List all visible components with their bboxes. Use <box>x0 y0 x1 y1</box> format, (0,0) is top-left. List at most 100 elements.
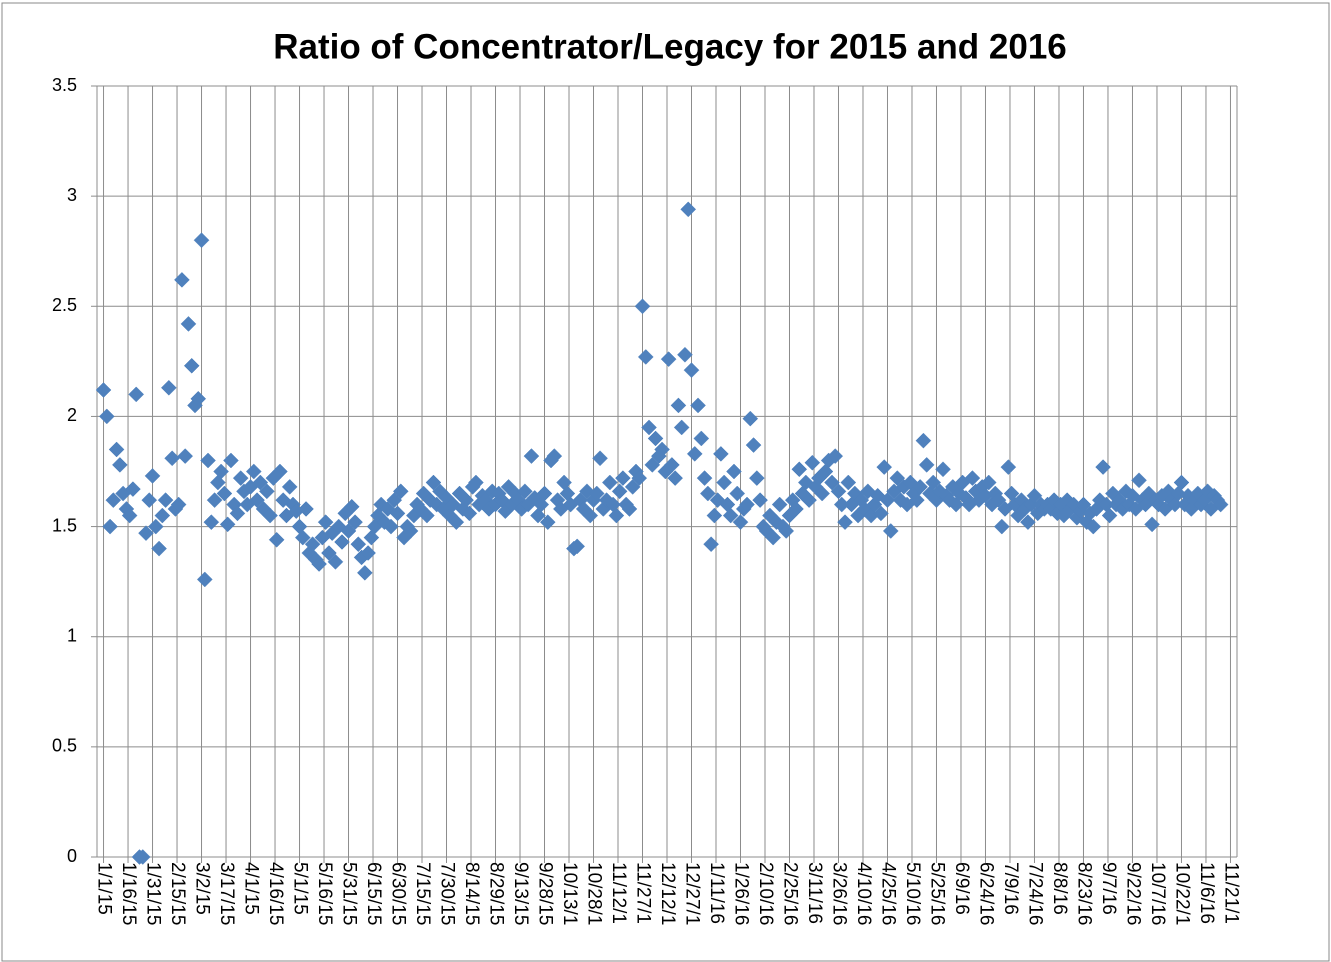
point <box>788 501 804 517</box>
point <box>837 514 853 531</box>
chart-title: Ratio of Concentrator/Legacy for 2015 an… <box>273 27 1067 66</box>
point <box>703 536 719 553</box>
point <box>125 481 141 497</box>
point <box>203 514 220 531</box>
point <box>873 505 889 522</box>
x-tick-label: 1/1/15 <box>94 862 115 915</box>
x-tick-label: 10/22/1 <box>1171 862 1192 925</box>
point <box>980 474 997 491</box>
point <box>317 514 334 531</box>
point <box>229 505 246 522</box>
point <box>196 571 213 588</box>
x-tick-label: 8/23/16 <box>1073 862 1094 925</box>
x-tick-label: 4/1/15 <box>241 862 262 915</box>
point <box>641 419 657 436</box>
point <box>742 410 759 427</box>
point <box>1101 507 1118 524</box>
point <box>791 461 808 478</box>
point <box>677 346 693 363</box>
point <box>190 390 207 407</box>
point <box>200 452 216 469</box>
x-tick-label: 1/11/16 <box>706 862 727 924</box>
y-tick-label: 2.5 <box>52 295 77 315</box>
x-tick-label: 8/8/16 <box>1049 862 1070 915</box>
point <box>245 463 262 480</box>
point <box>272 463 288 480</box>
point <box>347 514 363 531</box>
point <box>582 507 599 524</box>
point <box>356 564 373 581</box>
x-tick-label: 6/24/16 <box>975 862 996 925</box>
point <box>569 538 586 555</box>
point <box>686 446 703 462</box>
point <box>1000 459 1017 475</box>
point <box>748 470 765 486</box>
point <box>108 441 125 458</box>
x-tick-label: 11/21/1 <box>1220 862 1241 924</box>
point <box>667 470 684 486</box>
point <box>343 498 360 515</box>
x-tick-label: 11/27/1 <box>632 862 653 924</box>
x-tick-label: 2/10/16 <box>755 862 776 925</box>
point <box>193 232 210 249</box>
point <box>814 485 831 502</box>
point <box>311 556 327 572</box>
point <box>154 507 171 524</box>
y-tick-label: 1 <box>67 625 77 645</box>
point <box>690 397 706 414</box>
point <box>327 553 344 570</box>
point <box>680 201 697 218</box>
x-tick-label: 9/28/15 <box>534 862 555 925</box>
point <box>112 457 128 473</box>
x-tick-label: 7/24/16 <box>1024 862 1045 925</box>
x-tick-label: 2/25/16 <box>779 862 800 925</box>
point <box>647 430 664 447</box>
x-tick-label: 5/25/16 <box>926 862 947 925</box>
point <box>298 501 314 517</box>
point <box>673 419 690 436</box>
point <box>592 450 608 467</box>
point <box>670 397 687 414</box>
point <box>164 450 180 467</box>
x-tick-label: 5/10/16 <box>902 862 923 925</box>
point <box>827 448 844 464</box>
point <box>304 536 321 553</box>
x-tick-label: 4/16/15 <box>265 862 286 925</box>
point <box>458 492 474 508</box>
point <box>876 459 893 475</box>
x-tick-label: 2/15/15 <box>167 862 188 925</box>
point <box>601 474 618 491</box>
point <box>722 507 739 524</box>
point <box>102 518 118 535</box>
y-tick-label: 0.5 <box>52 736 77 756</box>
point <box>268 531 285 548</box>
point <box>281 479 298 495</box>
x-tick-label: 3/2/15 <box>192 862 213 915</box>
point <box>161 379 177 396</box>
x-tick-label: 4/10/16 <box>853 862 874 925</box>
point <box>752 492 768 508</box>
point <box>98 408 115 425</box>
point <box>1095 459 1111 475</box>
point <box>726 463 742 480</box>
point <box>1144 516 1160 533</box>
point <box>912 479 929 495</box>
point <box>360 545 376 561</box>
point <box>611 483 628 500</box>
point <box>517 483 533 500</box>
point <box>882 523 899 539</box>
point <box>546 448 563 464</box>
point <box>1131 472 1147 489</box>
x-tick-label: 3/11/16 <box>804 862 825 924</box>
x-tick-label: 9/7/16 <box>1098 862 1119 915</box>
x-tick-label: 5/31/15 <box>339 862 360 925</box>
y-tick-label: 2 <box>67 405 77 425</box>
point <box>1020 514 1036 531</box>
point <box>259 483 275 500</box>
point <box>840 474 857 491</box>
x-tick-label: 10/13/1 <box>559 862 580 925</box>
point <box>713 446 729 462</box>
point <box>223 452 239 469</box>
x-tick-label: 1/26/16 <box>730 862 751 925</box>
